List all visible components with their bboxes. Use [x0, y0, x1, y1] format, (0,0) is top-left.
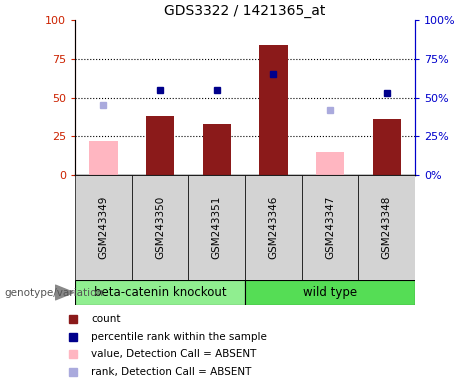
Text: value, Detection Call = ABSENT: value, Detection Call = ABSENT	[91, 349, 257, 359]
Bar	[146, 116, 174, 175]
Text: beta-catenin knockout: beta-catenin knockout	[94, 286, 226, 299]
Bar	[358, 175, 415, 280]
Text: GSM243347: GSM243347	[325, 196, 335, 259]
Bar	[259, 45, 288, 175]
Text: count: count	[91, 314, 121, 324]
Polygon shape	[55, 285, 74, 300]
Title: GDS3322 / 1421365_at: GDS3322 / 1421365_at	[164, 3, 325, 18]
Bar	[75, 175, 132, 280]
Bar	[301, 175, 358, 280]
Text: wild type: wild type	[303, 286, 357, 299]
Text: genotype/variation: genotype/variation	[5, 288, 104, 298]
Text: GSM243349: GSM243349	[98, 196, 108, 259]
Bar	[75, 280, 245, 305]
Bar	[202, 124, 231, 175]
Text: rank, Detection Call = ABSENT: rank, Detection Call = ABSENT	[91, 367, 252, 377]
Bar	[132, 175, 189, 280]
Bar	[89, 141, 118, 175]
Text: percentile rank within the sample: percentile rank within the sample	[91, 332, 267, 342]
Text: GSM243348: GSM243348	[382, 196, 392, 259]
Bar	[372, 119, 401, 175]
Text: GSM243346: GSM243346	[268, 196, 278, 259]
Bar	[245, 175, 301, 280]
Text: GSM243350: GSM243350	[155, 196, 165, 259]
Bar	[245, 280, 415, 305]
Text: GSM243351: GSM243351	[212, 196, 222, 259]
Bar	[316, 152, 344, 175]
Bar	[189, 175, 245, 280]
